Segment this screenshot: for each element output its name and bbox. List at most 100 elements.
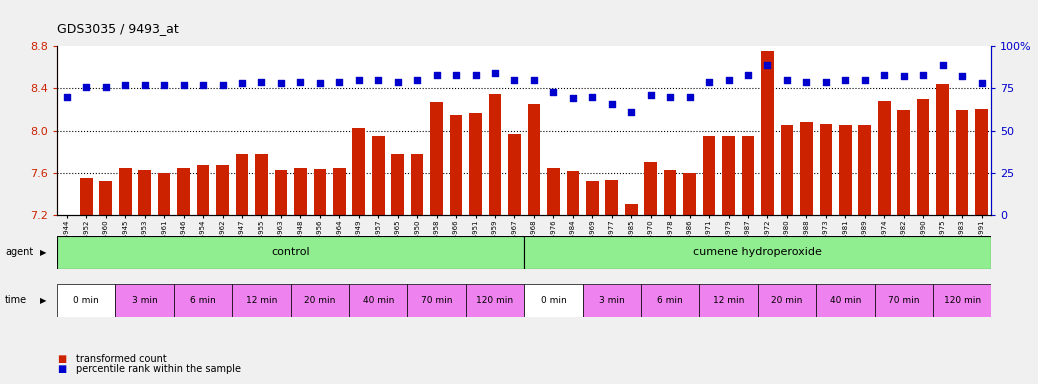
Point xyxy=(370,77,386,83)
Bar xyxy=(294,167,306,215)
Bar xyxy=(683,173,695,215)
Point xyxy=(701,78,717,84)
Text: transformed count: transformed count xyxy=(76,354,166,364)
Point xyxy=(896,73,912,79)
Bar xyxy=(816,284,874,317)
Point xyxy=(234,80,250,86)
Bar xyxy=(349,284,407,317)
Point xyxy=(545,89,562,95)
Text: 120 min: 120 min xyxy=(944,296,981,305)
Bar xyxy=(469,113,482,215)
Bar xyxy=(100,181,112,215)
Point xyxy=(156,82,172,88)
Bar xyxy=(527,104,540,215)
Bar xyxy=(233,284,291,317)
Text: 40 min: 40 min xyxy=(362,296,393,305)
Text: 120 min: 120 min xyxy=(476,296,514,305)
Bar xyxy=(489,94,501,215)
Bar xyxy=(57,284,115,317)
Bar xyxy=(586,181,599,215)
Bar xyxy=(878,101,891,215)
Point xyxy=(331,78,348,84)
Bar xyxy=(115,284,173,317)
Point xyxy=(487,70,503,76)
Bar xyxy=(236,154,248,215)
Bar xyxy=(664,170,677,215)
Point xyxy=(603,101,620,107)
Bar xyxy=(407,284,466,317)
Bar xyxy=(449,115,462,215)
Bar xyxy=(567,170,579,215)
Point xyxy=(623,109,639,115)
Bar xyxy=(898,111,910,215)
Bar xyxy=(391,154,404,215)
Point xyxy=(409,77,426,83)
Text: 20 min: 20 min xyxy=(771,296,802,305)
Point xyxy=(974,80,990,86)
Bar xyxy=(547,167,559,215)
Bar xyxy=(936,84,949,215)
Bar xyxy=(372,136,384,215)
Bar xyxy=(761,51,773,215)
Point xyxy=(214,82,230,88)
Point xyxy=(681,94,698,100)
Bar xyxy=(57,236,524,269)
Text: 40 min: 40 min xyxy=(829,296,861,305)
Point xyxy=(818,78,835,84)
Point xyxy=(98,84,114,90)
Bar xyxy=(431,102,443,215)
Bar xyxy=(177,167,190,215)
Point xyxy=(914,72,931,78)
Bar xyxy=(80,178,92,215)
Bar xyxy=(524,236,991,269)
Point xyxy=(837,77,853,83)
Bar xyxy=(509,134,521,215)
Bar xyxy=(800,122,813,215)
Bar xyxy=(933,284,991,317)
Bar xyxy=(353,128,365,215)
Point xyxy=(954,73,971,79)
Bar xyxy=(174,284,233,317)
Text: 3 min: 3 min xyxy=(599,296,625,305)
Bar xyxy=(605,180,618,215)
Text: agent: agent xyxy=(5,247,33,258)
Point xyxy=(934,61,951,68)
Point xyxy=(525,77,542,83)
Bar xyxy=(138,170,151,215)
Point xyxy=(584,94,601,100)
Bar xyxy=(839,125,851,215)
Text: 70 min: 70 min xyxy=(420,296,453,305)
Text: ■: ■ xyxy=(57,364,66,374)
Bar xyxy=(333,167,346,215)
Text: ▶: ▶ xyxy=(40,248,47,257)
Point xyxy=(856,77,873,83)
Bar xyxy=(976,109,988,215)
Text: 3 min: 3 min xyxy=(132,296,158,305)
Bar xyxy=(625,204,637,215)
Point xyxy=(389,78,406,84)
Bar xyxy=(197,166,210,215)
Point xyxy=(565,95,581,101)
Point xyxy=(136,82,153,88)
Text: cumene hydroperoxide: cumene hydroperoxide xyxy=(693,247,822,258)
Text: ▶: ▶ xyxy=(40,296,47,305)
Bar xyxy=(158,173,170,215)
Text: control: control xyxy=(271,247,310,258)
Bar xyxy=(641,284,700,317)
Text: 20 min: 20 min xyxy=(304,296,335,305)
Point xyxy=(467,72,484,78)
Point xyxy=(447,72,464,78)
Point xyxy=(740,72,757,78)
Text: 0 min: 0 min xyxy=(541,296,567,305)
Bar xyxy=(466,284,524,317)
Point xyxy=(273,80,290,86)
Point xyxy=(720,77,737,83)
Bar xyxy=(956,111,968,215)
Point xyxy=(78,84,94,90)
Bar xyxy=(645,162,657,215)
Text: ■: ■ xyxy=(57,354,66,364)
Point xyxy=(429,72,445,78)
Point xyxy=(507,77,523,83)
Text: time: time xyxy=(5,295,27,306)
Text: 0 min: 0 min xyxy=(74,296,100,305)
